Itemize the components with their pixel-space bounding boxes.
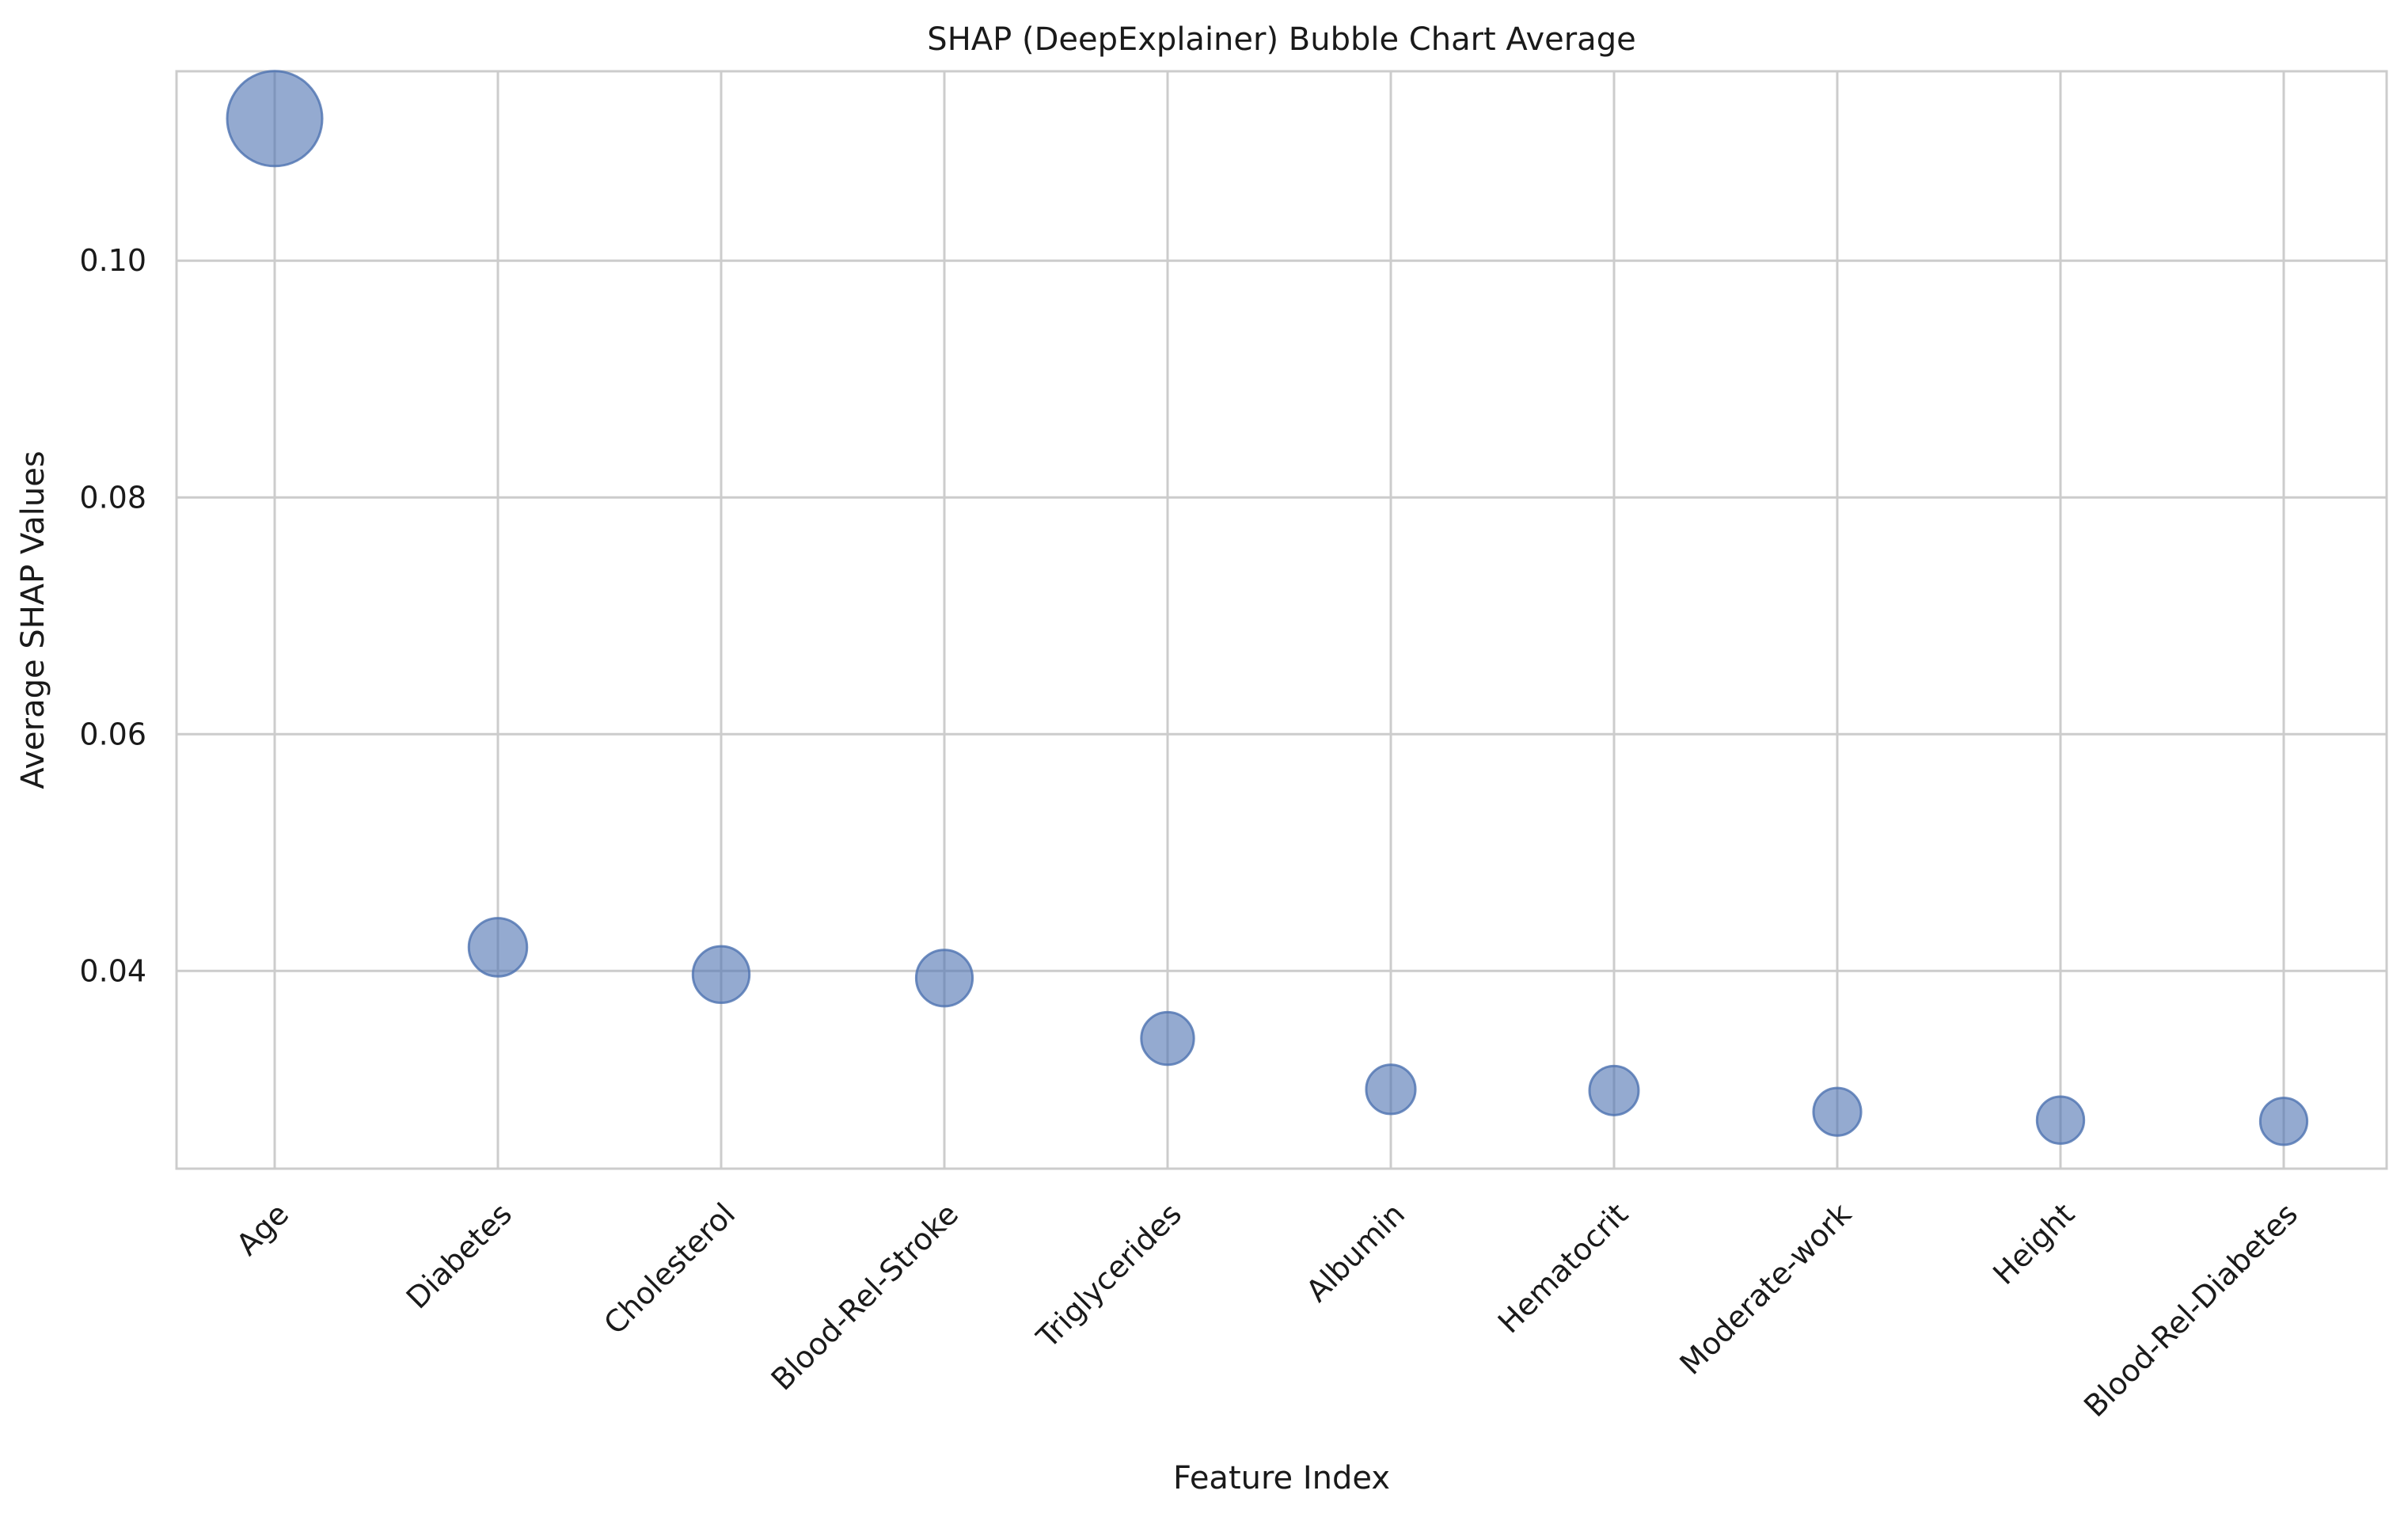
bubble-age xyxy=(226,70,324,168)
y-tick-label: 0.04 xyxy=(79,953,146,988)
y-tick-label: 0.06 xyxy=(79,717,146,751)
x-axis-label: Feature Index xyxy=(1173,1460,1390,1496)
y-axis-label: Average SHAP Values xyxy=(15,451,51,789)
bubble-cholesterol xyxy=(691,945,751,1005)
bubble-blood-rel-diabetes xyxy=(2258,1097,2309,1146)
bubble-diabetes xyxy=(467,917,529,978)
y-tick-label: 0.10 xyxy=(79,243,146,278)
bubble-hematocrit xyxy=(1588,1064,1640,1116)
bubble-blood-rel-stroke xyxy=(914,949,974,1008)
y-tick-labels: 0.04 0.06 0.08 0.10 xyxy=(79,243,146,988)
y-tick-label: 0.08 xyxy=(79,480,146,515)
plot-area-frame xyxy=(175,70,2388,1170)
bubble-albumin xyxy=(1365,1063,1417,1116)
bubble-height xyxy=(2035,1095,2086,1145)
bubble-triglycerides xyxy=(1140,1010,1195,1067)
chart-title: SHAP (DeepExplainer) Bubble Chart Averag… xyxy=(927,21,1635,58)
grid-lines xyxy=(177,71,2387,1169)
bubble-series xyxy=(226,70,2309,1146)
bubble-moderate-work xyxy=(1812,1086,1863,1137)
